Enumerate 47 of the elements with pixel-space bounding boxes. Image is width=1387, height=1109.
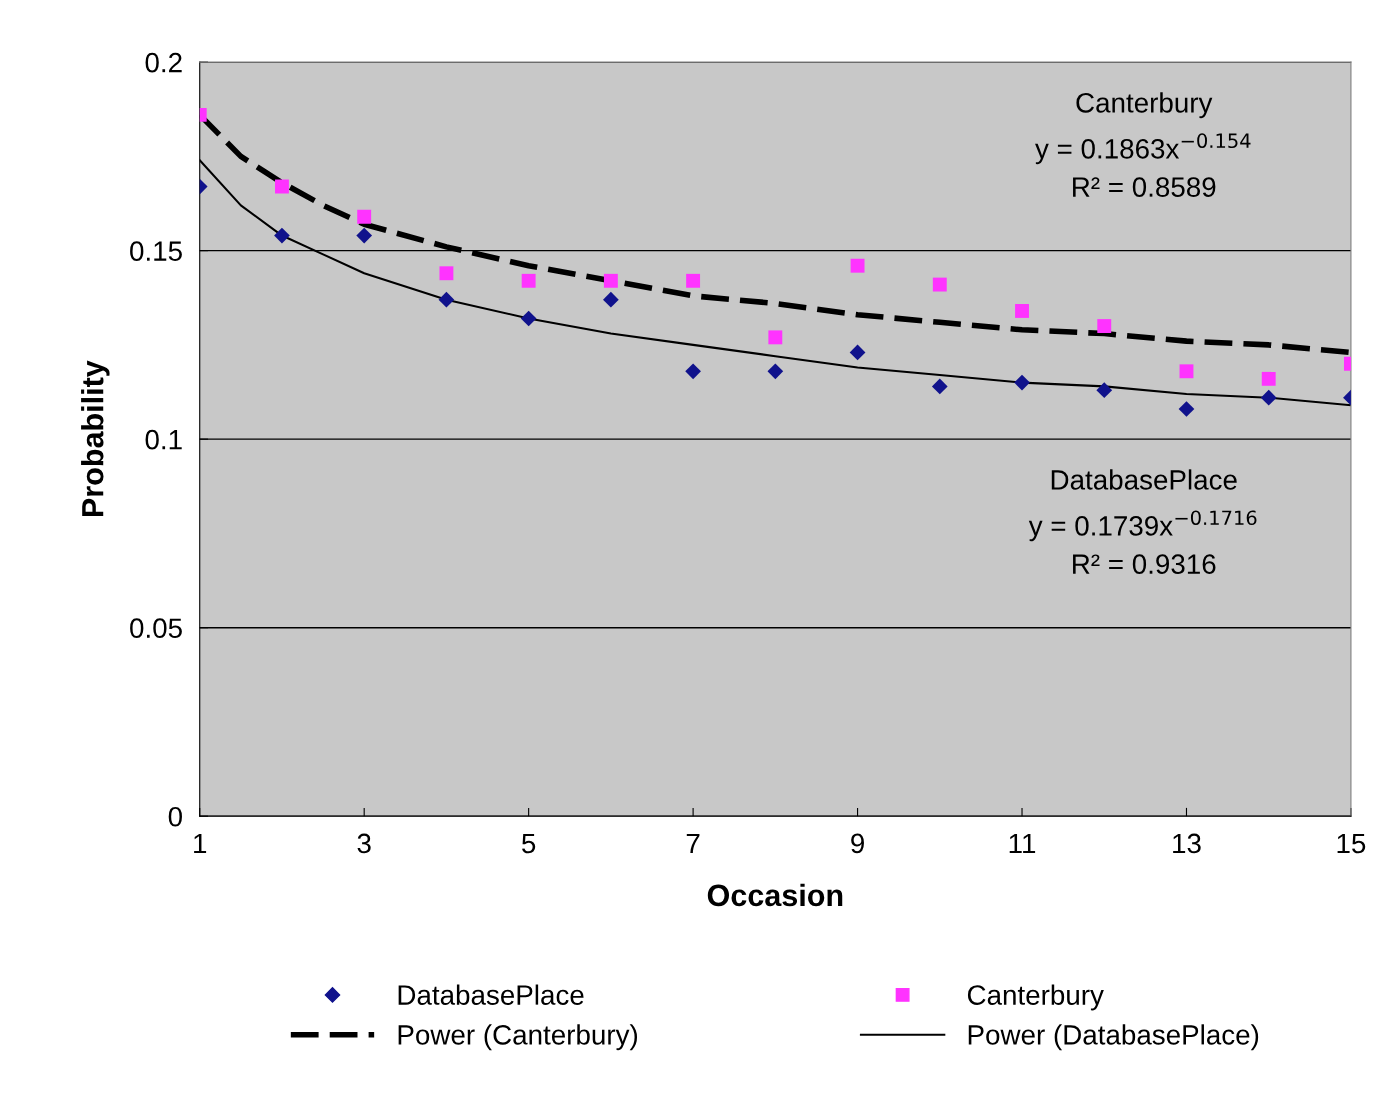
x-tick-label: 11 bbox=[1009, 833, 1036, 854]
point bbox=[1178, 401, 1195, 417]
point bbox=[520, 310, 537, 327]
point bbox=[275, 179, 289, 194]
point bbox=[1097, 319, 1112, 333]
y-tick-label: 0 bbox=[168, 806, 182, 827]
point bbox=[603, 291, 619, 308]
point bbox=[686, 273, 701, 288]
legend-label: Canterbury bbox=[967, 984, 1104, 1011]
x-tick-label: 7 bbox=[686, 833, 700, 854]
x-tick-label: 13 bbox=[1173, 833, 1201, 854]
point bbox=[1179, 364, 1194, 379]
x-axis-title: Occasion bbox=[707, 883, 843, 907]
x-tick-label: 9 bbox=[851, 833, 864, 854]
point bbox=[685, 363, 701, 380]
point bbox=[932, 277, 947, 292]
point bbox=[767, 363, 784, 380]
point bbox=[274, 227, 290, 244]
point bbox=[357, 209, 372, 224]
x-tick-label: 15 bbox=[1337, 833, 1366, 854]
point bbox=[438, 291, 455, 308]
text: Canterbury y = 0.1863x$^{−0.154}$ R² = 0.8589 bbox=[1035, 92, 1251, 197]
legend-label: Power (DatabasePlace) bbox=[968, 1024, 1259, 1051]
point bbox=[1015, 304, 1029, 318]
point bbox=[1014, 374, 1030, 391]
x-tick-label: 1 bbox=[194, 833, 207, 854]
point bbox=[1096, 382, 1113, 398]
point bbox=[850, 258, 865, 273]
x-tick-label: 3 bbox=[357, 833, 371, 854]
point bbox=[356, 227, 373, 244]
y-tick-label: 0.1 bbox=[145, 429, 182, 450]
point bbox=[849, 344, 866, 361]
point bbox=[439, 266, 454, 281]
y-tick-label: 0.05 bbox=[130, 618, 182, 639]
point bbox=[521, 273, 536, 288]
y-tick-label: 0.2 bbox=[145, 52, 182, 73]
text: DatabasePlace y = 0.1739x$^{−0.1716}$ R² = 0.9316 bbox=[1028, 469, 1257, 574]
x-tick-label: 5 bbox=[522, 833, 536, 854]
legend-label: Power (Canterbury) bbox=[398, 1024, 638, 1051]
y-tick-label: 0.15 bbox=[130, 241, 182, 261]
point bbox=[603, 273, 618, 288]
point bbox=[768, 330, 783, 345]
point bbox=[1260, 389, 1277, 406]
point bbox=[1261, 371, 1276, 386]
legend-label: DatabasePlace bbox=[398, 984, 584, 1005]
point bbox=[931, 378, 948, 395]
y-axis-title: Probability bbox=[81, 360, 110, 517]
